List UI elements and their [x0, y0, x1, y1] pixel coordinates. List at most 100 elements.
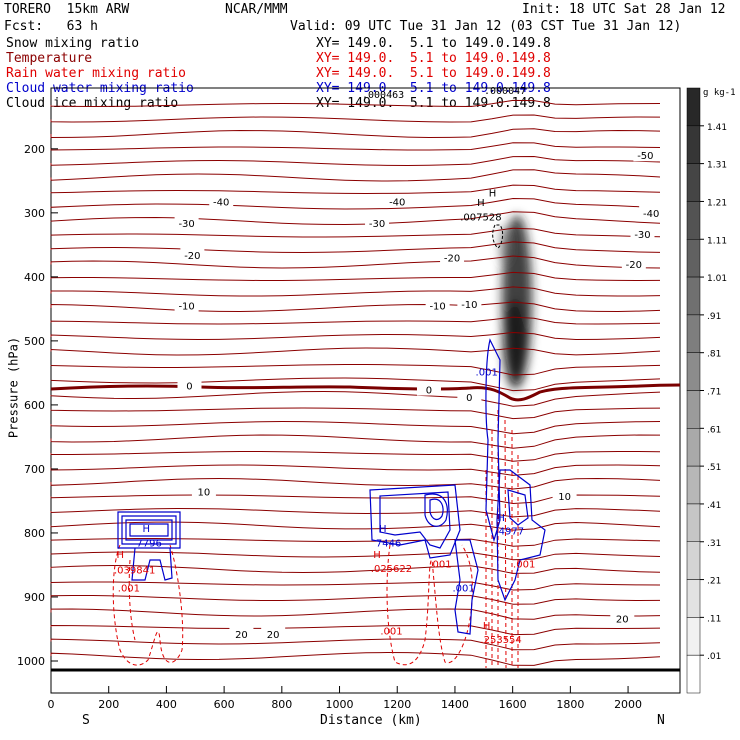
field-label-rain: Rain water mixing ratio: [6, 66, 187, 81]
temp-label-bg: [385, 194, 410, 208]
field-xy-temperature: XY= 149.0. 5.1 to 149.0.149.8: [316, 51, 551, 66]
field-label-cloud-ice: Cloud ice mixing ratio: [6, 96, 179, 111]
colorbar-segment: [686, 87, 701, 127]
temp-label-bg: [180, 248, 205, 262]
temperature-label: 0: [466, 393, 472, 404]
isotherm-line: [50, 594, 661, 605]
colorbar-segment: [686, 428, 701, 467]
isotherm-line: [50, 407, 661, 420]
annotation-label: .001: [476, 368, 498, 379]
temperature-label: -20: [626, 260, 642, 271]
colorbar-tick-label: 1.01: [707, 274, 727, 284]
plot-frame: [50, 87, 681, 694]
temperature-label: 10: [198, 487, 211, 498]
colorbar-segment: [686, 276, 701, 316]
isotherm-line: [50, 155, 661, 167]
isotherm-line: [50, 638, 661, 651]
isotherm-line: [50, 197, 661, 210]
temp-label-bg: [457, 296, 482, 310]
temperature-label: 0: [186, 382, 192, 393]
colorbar-segment: [686, 163, 701, 202]
y-axis: 200 300 400 500 600 700 800 900 1000: [17, 143, 58, 668]
overlap-value-2: .000047: [484, 86, 527, 97]
temp-label-bg: [639, 205, 664, 219]
x-axis-north-label: N: [657, 713, 665, 728]
isotherm-line: [50, 477, 661, 490]
colorbar-segment: [686, 617, 701, 656]
temperature-label: -10: [461, 300, 477, 311]
isotherm-line: [50, 551, 661, 561]
annotation-label: .001: [452, 583, 474, 594]
colorbar-segment: [686, 352, 701, 391]
isotherm-line: [50, 142, 661, 151]
annotation-label: .253554: [480, 635, 521, 646]
colorbar-tick-label: 1.21: [707, 198, 727, 208]
overlap-value-1: .000463: [362, 90, 405, 101]
annotation-label: .007528: [460, 213, 501, 224]
isotherm-line: [50, 608, 661, 620]
colorbar-segment: [686, 125, 701, 164]
field-xy-rain: XY= 149.0. 5.1 to 149.0.149.8: [316, 66, 551, 81]
y-tick-label: 500: [24, 335, 45, 348]
cloud-water-contours: [117, 338, 546, 635]
isotherm-line: [50, 169, 661, 182]
temp-label-bg: [191, 484, 216, 498]
x-tick-label: 1400: [441, 698, 469, 711]
annotation-label: H: [497, 513, 505, 524]
annotation-label: 7446: [376, 539, 401, 550]
annotation-label: H: [373, 550, 381, 561]
temperature-label: -40: [213, 197, 229, 208]
isotherm-line: [50, 271, 661, 282]
isotherm-line: [50, 564, 661, 574]
isotherm-line: [50, 538, 661, 547]
isotherm-line: [50, 316, 661, 325]
temp-label-bg: [261, 627, 286, 641]
y-tick-label: 600: [24, 399, 45, 412]
isotherm-line: [50, 651, 661, 666]
y-tick-label: 300: [24, 207, 45, 220]
temperature-label: -30: [369, 219, 385, 230]
model-title: TORERO 15km ARW: [4, 2, 130, 17]
annotation-label: H: [483, 621, 491, 632]
temperature-label: 10: [558, 492, 571, 503]
x-tick-label: 1000: [326, 698, 354, 711]
annotation-label: .001: [118, 583, 140, 594]
forecast-hour: Fcst: 63 h: [4, 19, 98, 34]
colorbar: 1.41 1.31 1.21 1.11 1.01 .91 .81 .71 .61 .51 .41 .3…: [686, 87, 727, 694]
rain-contours: [112, 410, 519, 669]
temp-label-bg: [174, 216, 199, 230]
colorbar-tick-label: .81: [707, 350, 721, 360]
x-tick-label: 1200: [383, 698, 411, 711]
colorbar-tick-label: .91: [707, 312, 721, 322]
field-xy-cloud-ice: XY= 149.0. 5.1 to 149.0.149.8: [316, 96, 551, 111]
isotherm-line: [50, 347, 661, 356]
temp-label-bg: [365, 216, 390, 230]
isotherm-line: [50, 507, 661, 518]
temp-label-bg: [174, 298, 199, 312]
field-label-snow: Snow mixing ratio: [6, 36, 140, 51]
y-tick-label: 1000: [17, 655, 45, 668]
x-tick-label: 400: [156, 698, 177, 711]
snow-shading: [499, 215, 532, 390]
isotherm-line: [50, 451, 661, 462]
init-time: Init: 18 UTC Sat 28 Jan 12: [522, 2, 726, 17]
temperature-label: -10: [429, 302, 445, 313]
x-tick-label: 200: [98, 698, 119, 711]
colorbar-segment: [686, 503, 701, 542]
x-tick-label: 600: [214, 698, 235, 711]
colorbar-tick-label: .61: [707, 425, 721, 435]
x-axis-south-label: S: [82, 713, 90, 728]
temperature-contours: [50, 99, 661, 666]
annotation-label: .001: [380, 626, 402, 637]
annotation-label: .001: [429, 560, 451, 571]
isotherm-line: [50, 331, 661, 341]
x-tick-label: 0: [48, 698, 55, 711]
temperature-label: -40: [643, 209, 659, 220]
colorbar-tick-label: .01: [707, 652, 721, 662]
y-tick-label: 900: [24, 591, 45, 604]
isotherm-line: [50, 364, 661, 376]
isotherm-line: [50, 286, 661, 297]
colorbar-tick-label: .41: [707, 501, 721, 511]
annotation-label: H: [142, 524, 150, 535]
isotherm-line: [50, 184, 661, 195]
